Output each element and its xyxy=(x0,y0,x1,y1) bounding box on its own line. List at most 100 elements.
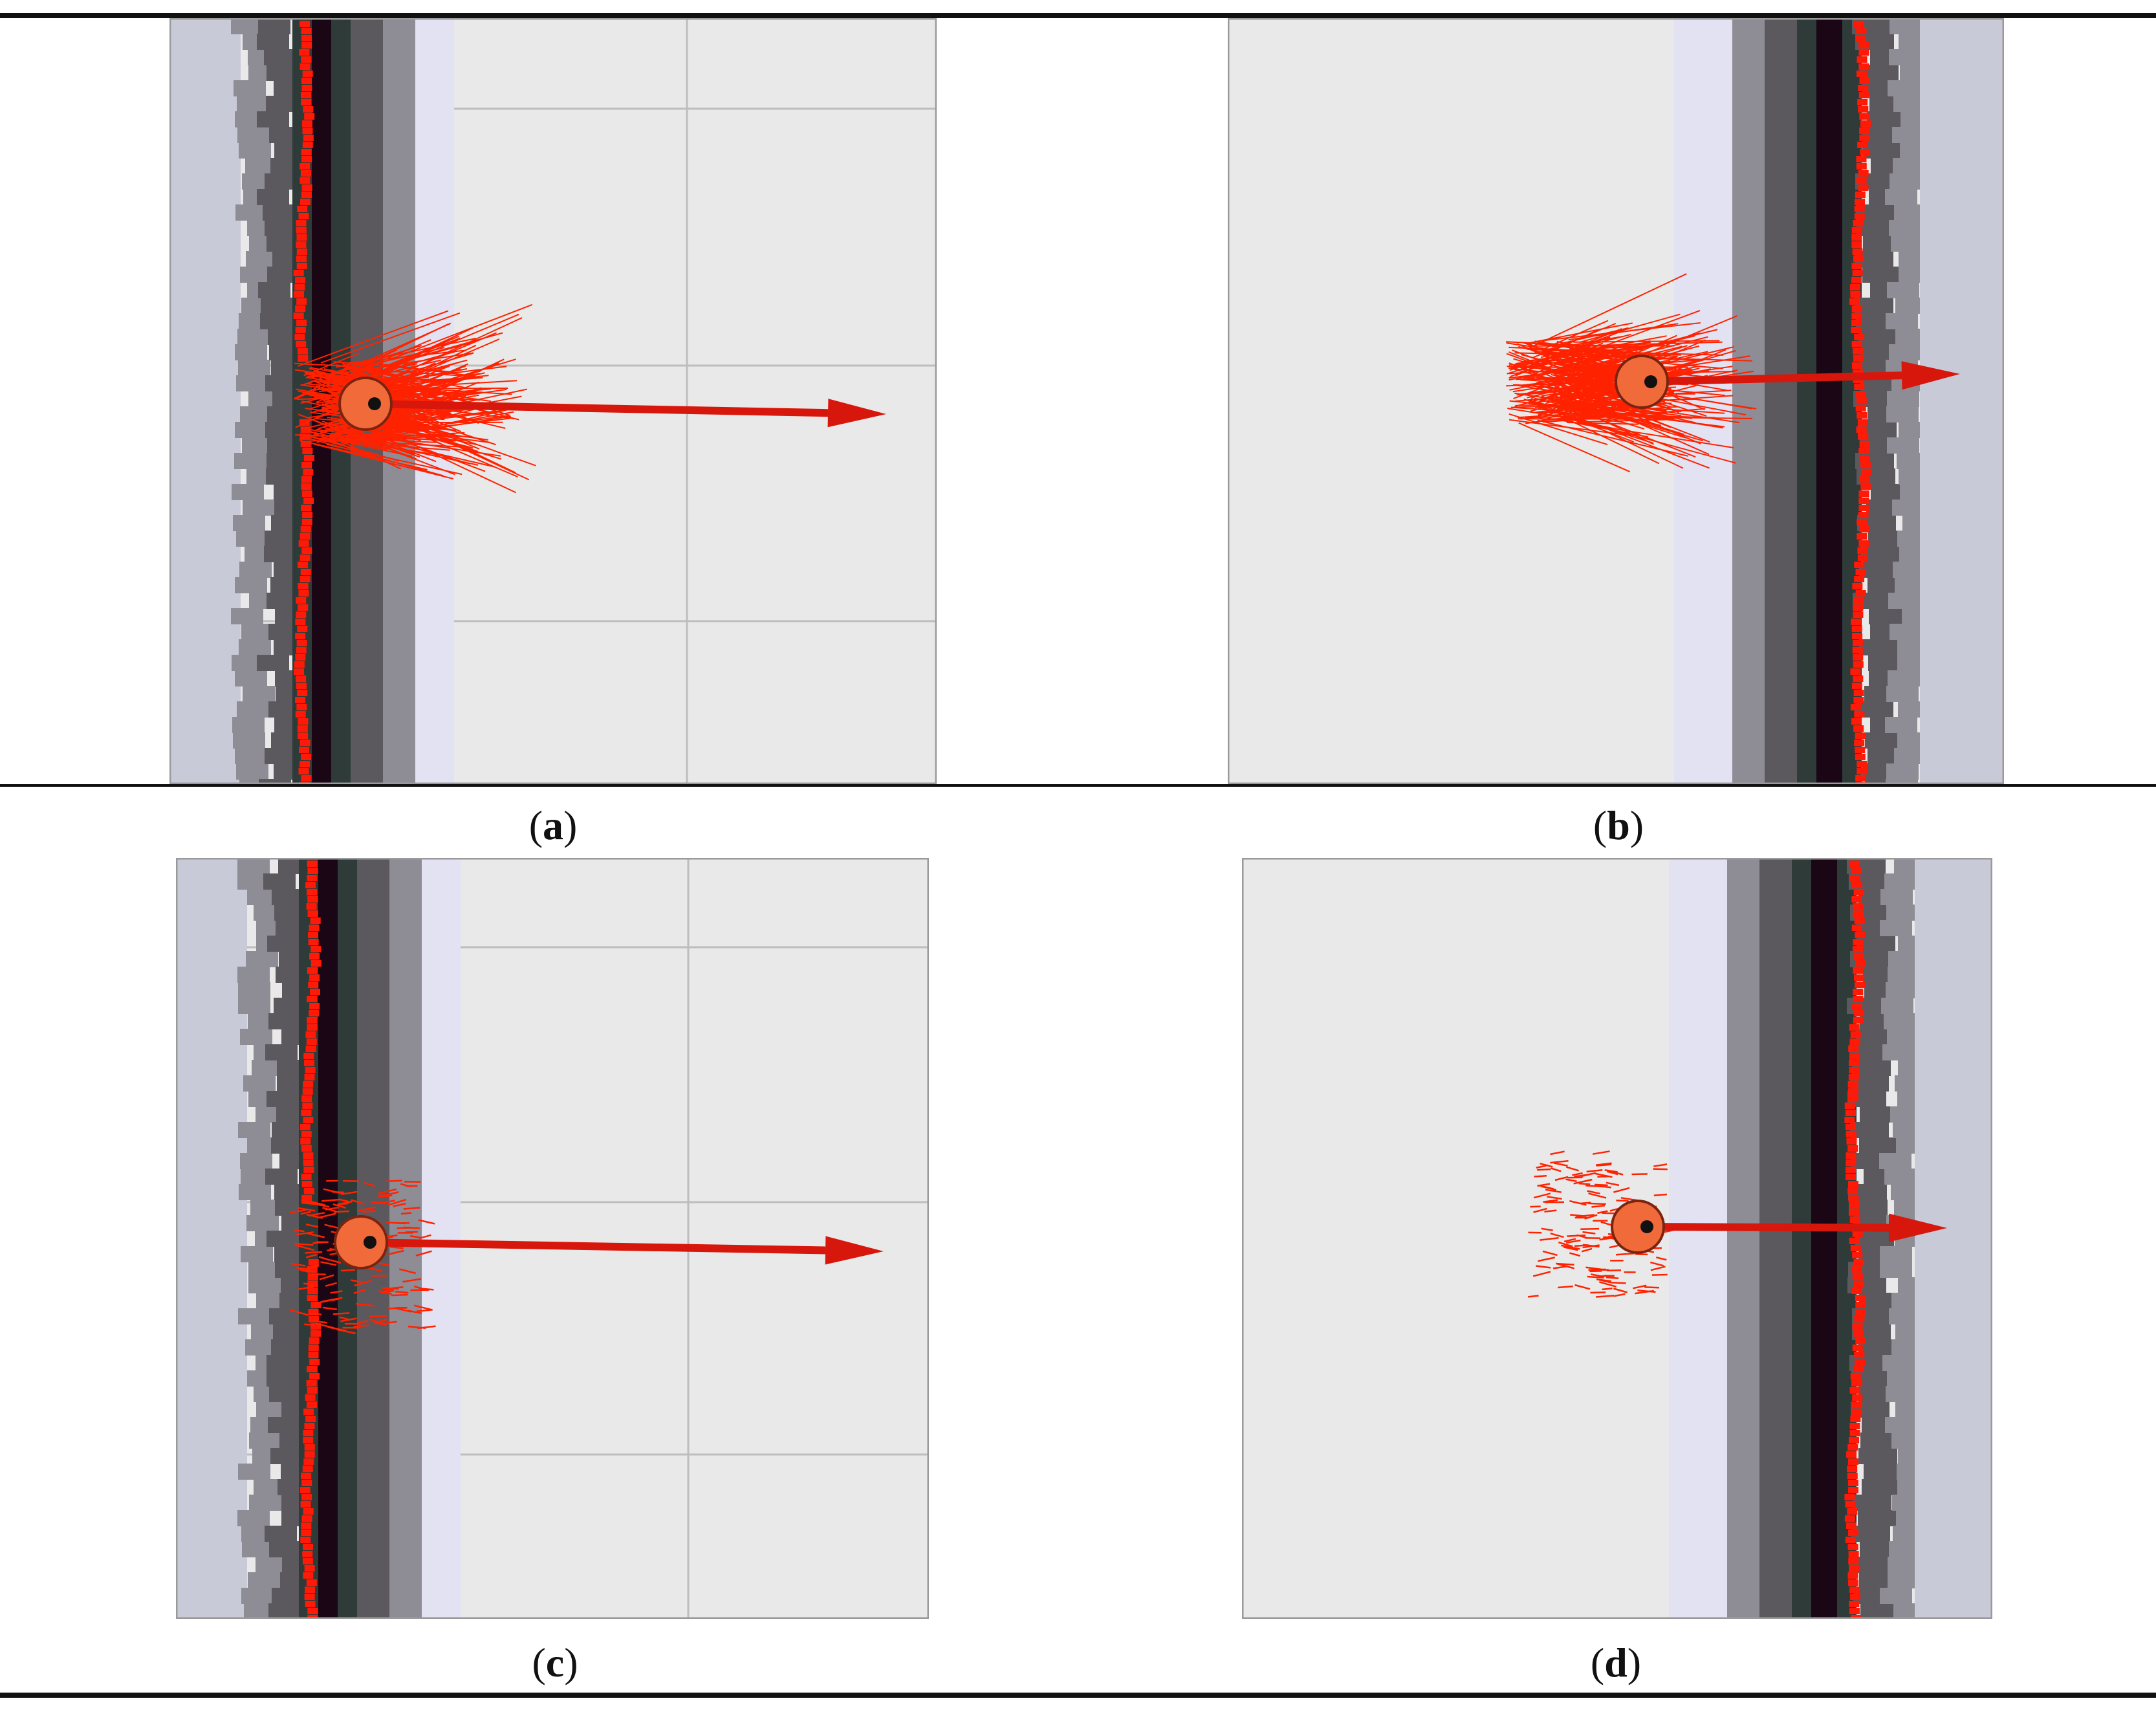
laser-point xyxy=(1858,476,1869,483)
particle-arrow xyxy=(1527,1295,1539,1298)
laser-point xyxy=(1852,1323,1863,1330)
laser-point xyxy=(1853,661,1864,668)
particle-arrow xyxy=(371,380,465,397)
particle-arrow xyxy=(311,1320,327,1324)
laser-point xyxy=(1851,277,1862,283)
laser-point xyxy=(303,1430,314,1436)
wall-cell xyxy=(265,1044,298,1060)
laser-point xyxy=(1848,1530,1859,1536)
laser-point xyxy=(305,1394,316,1401)
particle-arrow xyxy=(418,1219,435,1225)
laser-point xyxy=(309,953,320,960)
particle-arrow xyxy=(289,1309,309,1316)
laser-point xyxy=(1851,626,1862,632)
particle-arrow xyxy=(1595,1295,1615,1298)
particle-arrow xyxy=(408,1325,426,1330)
panel-b-map-view xyxy=(1228,18,2004,784)
laser-point xyxy=(1850,1615,1861,1619)
wall-cell xyxy=(241,1246,273,1262)
laser-point xyxy=(1849,1209,1860,1216)
laser-point xyxy=(1855,1302,1866,1308)
laser-point xyxy=(310,1323,321,1330)
laser-point xyxy=(301,490,312,497)
laser-point xyxy=(303,1167,314,1173)
particle-arrow xyxy=(353,1289,366,1294)
particle-arrow xyxy=(1522,401,1590,413)
wall-cell xyxy=(263,204,295,221)
caption-a: (a) xyxy=(528,802,578,848)
particle-arrow xyxy=(301,427,373,458)
laser-point xyxy=(1850,1373,1861,1379)
wall-cell xyxy=(1869,608,1908,624)
laser-point xyxy=(1860,120,1871,127)
particle-arrow xyxy=(299,1269,314,1273)
laser-point xyxy=(298,718,309,725)
laser-point xyxy=(1855,932,1866,938)
particle-arrow xyxy=(296,1231,314,1236)
laser-point xyxy=(299,740,310,746)
laser-point xyxy=(301,28,312,34)
laser-point xyxy=(1852,1344,1863,1351)
laser-point xyxy=(1853,654,1864,661)
wall-cell xyxy=(249,1432,281,1449)
laser-point xyxy=(303,1159,314,1166)
laser-point xyxy=(1853,1259,1864,1266)
laser-point xyxy=(1859,127,1870,134)
laser-point xyxy=(306,903,317,910)
particle-arrow xyxy=(387,1198,407,1206)
particle-arrow xyxy=(1616,1252,1635,1256)
particle-arrow xyxy=(1586,1169,1603,1173)
laser-point xyxy=(1857,547,1868,554)
robot-sensor-icon xyxy=(368,397,381,410)
wall-cell xyxy=(1887,437,1919,454)
wall-cell xyxy=(1892,127,1924,143)
robot-pose xyxy=(334,1215,884,1269)
caption-c: (c) xyxy=(532,1640,578,1685)
laser-point xyxy=(1854,576,1865,582)
wall-cell xyxy=(257,655,289,671)
wall-cell xyxy=(248,1572,280,1588)
wall-cell xyxy=(1888,1572,1920,1588)
wall-band xyxy=(1732,18,1765,784)
laser-point xyxy=(298,590,309,597)
laser-point xyxy=(1855,747,1866,753)
robot-icon xyxy=(1611,1200,1665,1254)
laser-point xyxy=(1851,882,1862,888)
wall-cell xyxy=(1850,1122,1889,1138)
laser-point xyxy=(1851,1003,1862,1009)
wall-cell xyxy=(1882,1044,1915,1060)
laser-point xyxy=(294,284,305,291)
laser-point xyxy=(301,483,312,490)
particle-arrow xyxy=(309,418,455,476)
wall-cell xyxy=(243,499,275,516)
particle-arrow xyxy=(1547,1196,1562,1200)
wall-cell xyxy=(268,1603,301,1619)
particle-arrow xyxy=(308,359,367,384)
particle-arrow xyxy=(1533,1207,1547,1213)
particle-arrow xyxy=(316,1322,334,1329)
wall-cell xyxy=(1886,763,1919,780)
laser-point xyxy=(1859,113,1870,120)
laser-point xyxy=(1849,284,1860,291)
laser-point xyxy=(1852,647,1863,653)
wall-cell xyxy=(268,1013,301,1029)
wall-cell xyxy=(238,998,270,1014)
particle-arrow xyxy=(1574,1174,1589,1178)
wall-cell xyxy=(264,49,296,65)
laser-point xyxy=(305,1601,316,1607)
laser-point xyxy=(307,861,318,867)
laser-point xyxy=(301,1095,312,1102)
wall-cell xyxy=(237,329,270,345)
laser-point xyxy=(296,248,307,255)
laser-point xyxy=(1851,683,1862,689)
particle-arrow xyxy=(1566,1166,1579,1172)
laser-point xyxy=(299,419,310,426)
laser-point xyxy=(303,455,314,461)
caption-d: (d) xyxy=(1590,1640,1642,1685)
particle-arrow xyxy=(1574,1284,1591,1290)
laser-point xyxy=(303,1409,314,1415)
laser-point xyxy=(304,1444,315,1451)
particle-arrow xyxy=(414,1304,432,1311)
particle-arrow xyxy=(388,1249,404,1255)
wall-cell xyxy=(264,546,296,562)
